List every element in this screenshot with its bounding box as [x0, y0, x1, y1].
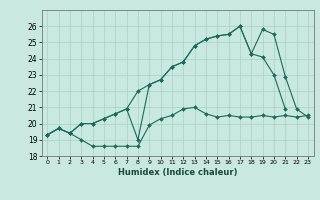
X-axis label: Humidex (Indice chaleur): Humidex (Indice chaleur)	[118, 168, 237, 177]
